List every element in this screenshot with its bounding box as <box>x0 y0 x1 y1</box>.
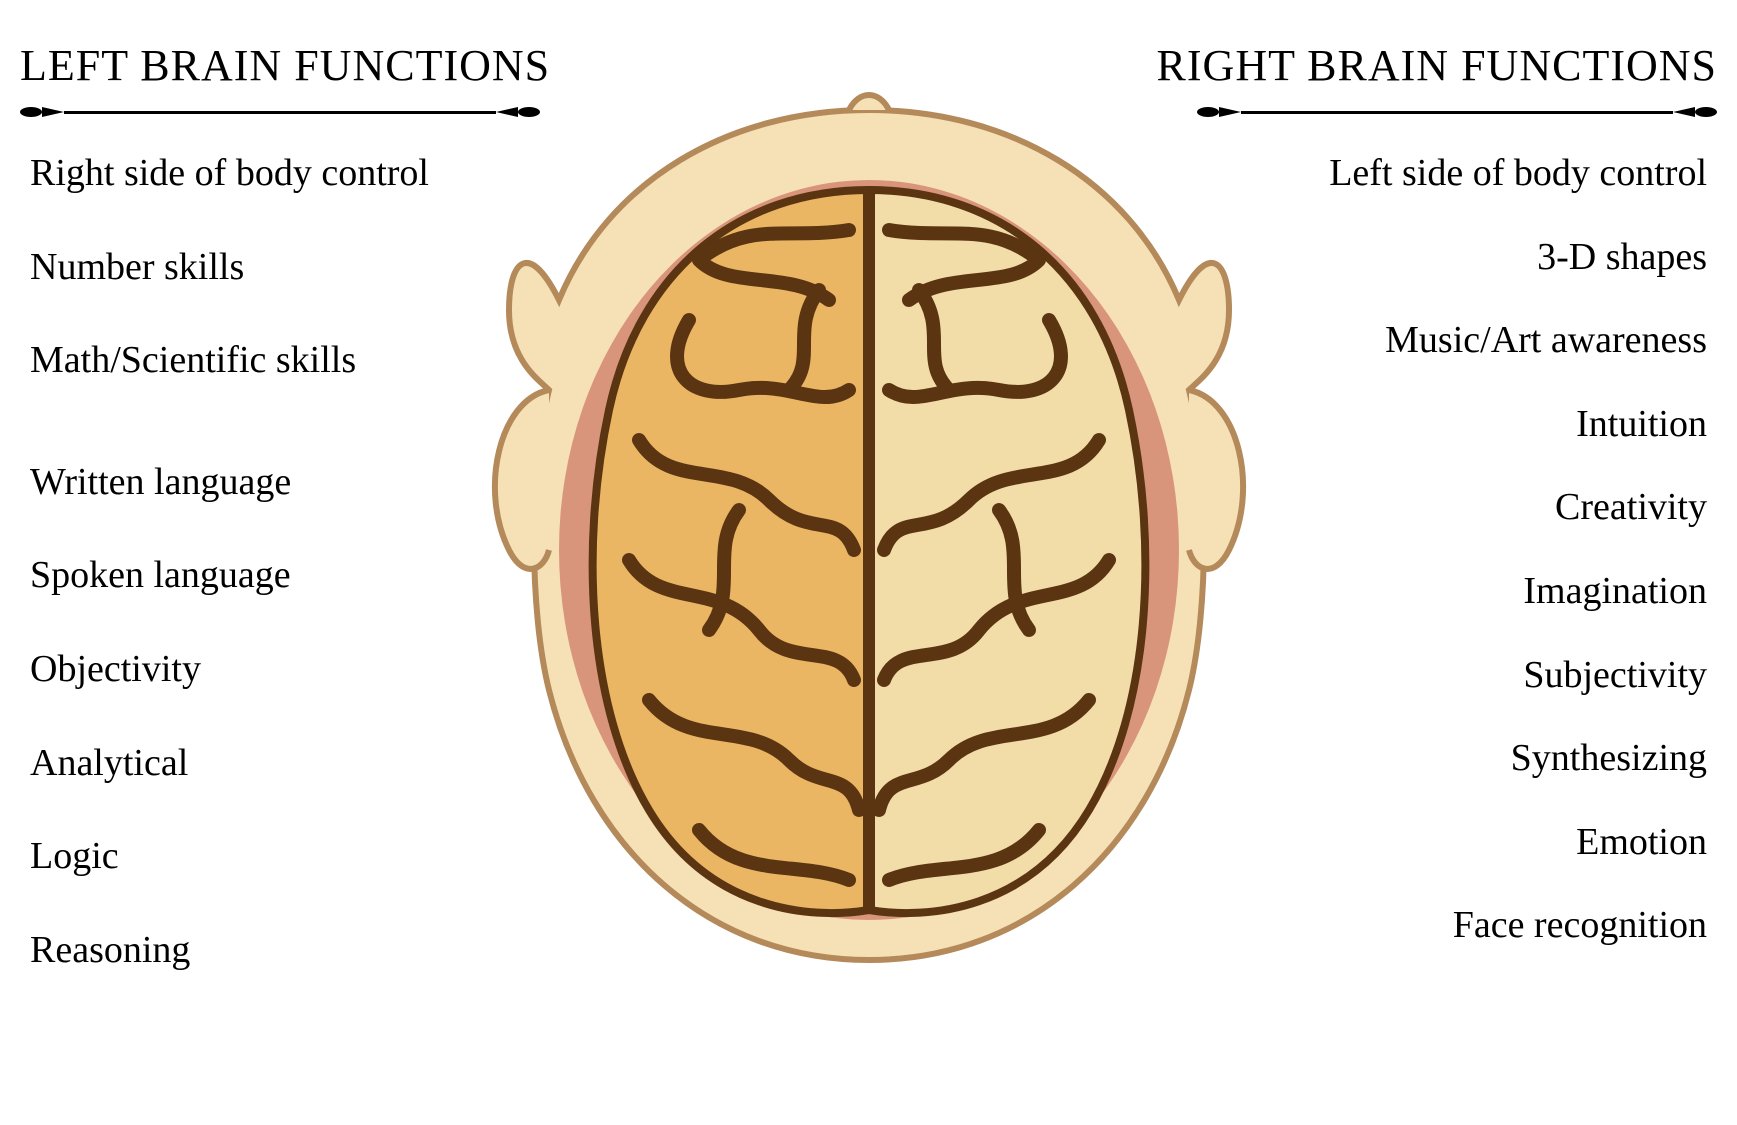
right-rule <box>1197 103 1717 121</box>
left-column: LEFT BRAIN FUNCTIONS Right side of body … <box>20 0 470 1125</box>
list-item: Emotion <box>1576 820 1707 866</box>
list-item: Right side of body control <box>30 151 429 197</box>
brain-icon <box>489 90 1249 990</box>
infographic-container: LEFT BRAIN FUNCTIONS Right side of body … <box>0 0 1737 1125</box>
list-item: Intuition <box>1576 402 1707 448</box>
left-rule <box>20 103 540 121</box>
list-item: Logic <box>30 834 119 880</box>
list-item: Face recognition <box>1453 903 1707 949</box>
right-column: RIGHT BRAIN FUNCTIONS Left side of body … <box>1267 0 1717 1125</box>
list-item: 3-D shapes <box>1537 235 1707 281</box>
list-item: Math/Scientific skills <box>30 338 356 384</box>
list-item: Objectivity <box>30 647 201 693</box>
list-item: Reasoning <box>30 928 190 974</box>
list-item: Creativity <box>1555 485 1707 531</box>
list-item: Synthesizing <box>1511 736 1707 782</box>
list-item: Subjectivity <box>1523 653 1707 699</box>
list-item: Spoken language <box>30 553 291 599</box>
list-item: Imagination <box>1523 569 1707 615</box>
list-item: Music/Art awareness <box>1385 318 1707 364</box>
left-title: LEFT BRAIN FUNCTIONS <box>20 40 550 91</box>
right-list: Left side of body control 3-D shapes Mus… <box>1267 151 1717 949</box>
list-item: Analytical <box>30 741 188 787</box>
list-item: Left side of body control <box>1329 151 1707 197</box>
list-item: Number skills <box>30 245 244 291</box>
list-item: Written language <box>30 460 291 506</box>
right-title: RIGHT BRAIN FUNCTIONS <box>1157 40 1717 91</box>
left-list: Right side of body control Number skills… <box>20 151 470 973</box>
